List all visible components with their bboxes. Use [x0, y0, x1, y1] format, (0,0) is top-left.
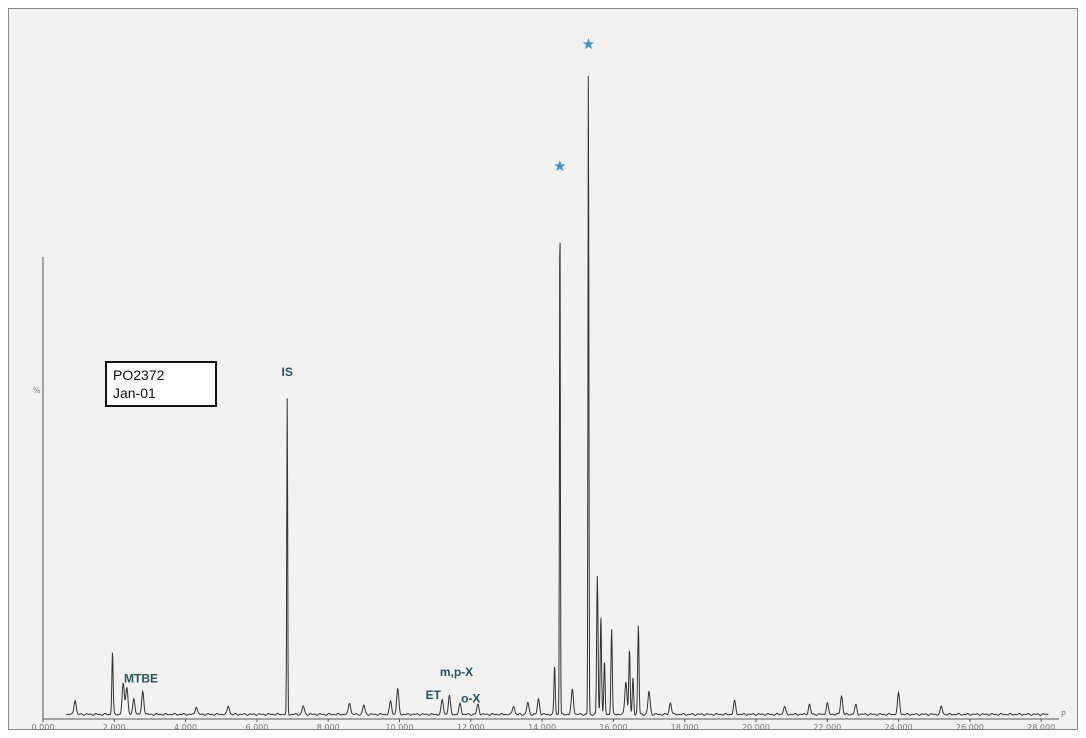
peak-label-is: IS: [282, 365, 293, 379]
chromatogram-trace: [65, 75, 1049, 716]
x-tick-label: 10.000: [385, 723, 413, 731]
x-tick-label: 28.000: [1027, 723, 1055, 731]
star-marker-icon: ★: [553, 157, 566, 175]
x-tick-label: 16.000: [599, 723, 627, 731]
chart-frame: % P 0.000 2.000 4.000 6.000 8.000 10.000 12.00…: [8, 8, 1078, 731]
peak-annotations: MTBE IS ET m,p-X o-X: [124, 365, 480, 706]
x-ticks: 0.000 2.000 4.000 6.000 8.000 10.000 12.000 14.…: [32, 719, 1055, 731]
peak-label-m-p-x: m,p-X: [440, 665, 473, 679]
x-tick-label: 20.000: [742, 723, 770, 731]
x-tick-label: 0.000: [32, 723, 55, 731]
y-axis-label: %: [33, 386, 41, 395]
x-tick-label: 26.000: [956, 723, 984, 731]
x-tick-label: 14.000: [528, 723, 556, 731]
x-tick-label: 6.000: [245, 723, 268, 731]
sample-date: Jan-01: [113, 385, 156, 401]
chromatogram-chart: % P 0.000 2.000 4.000 6.000 8.000 10.000 12.00…: [32, 35, 1066, 731]
x-tick-label: 18.000: [671, 723, 699, 731]
x-tick-label: 2.000: [103, 723, 126, 731]
sample-id: PO2372: [113, 367, 165, 383]
x-tick-label: 22.000: [813, 723, 841, 731]
peak-label-o-x: o-X: [461, 692, 480, 706]
x-tick-label: 4.000: [174, 723, 197, 731]
x-axis-end-marker: P: [1061, 710, 1066, 719]
star-marker-icon: ★: [582, 35, 595, 53]
peak-markers: ★★: [553, 35, 595, 175]
x-tick-label: 24.000: [885, 723, 913, 731]
peak-label-et: ET: [426, 688, 442, 702]
x-tick-label: 12.000: [457, 723, 485, 731]
x-tick-label: 8.000: [317, 723, 340, 731]
sample-info-box: PO2372 Jan-01: [105, 361, 217, 407]
peak-label-mtbe: MTBE: [124, 672, 158, 686]
